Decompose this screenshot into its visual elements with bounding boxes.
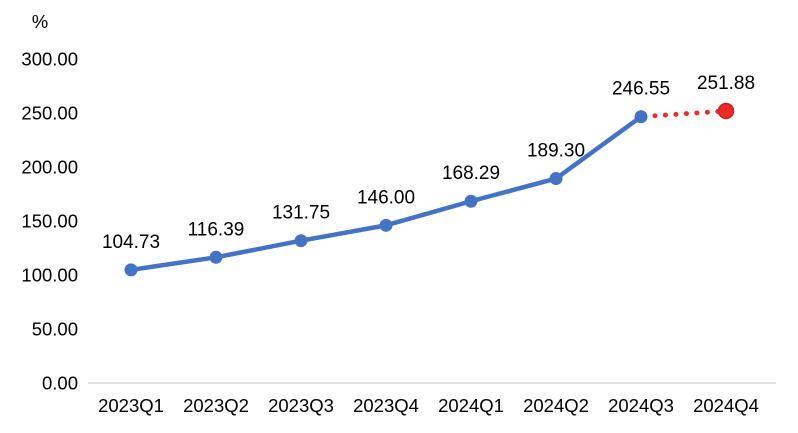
data-point-label: 116.39 [188,219,245,240]
data-point-label: 251.88 [697,73,755,94]
data-point-label: 131.75 [272,203,330,224]
data-point-label: 246.55 [612,79,670,100]
y-axis-tick-label: 250.00 [21,102,78,123]
x-axis-category-label: 2023Q4 [353,395,419,416]
y-axis-tick-label: 50.00 [32,318,78,339]
y-axis-tick-label: 0.00 [42,372,78,393]
y-axis-unit-label: % [32,11,48,32]
data-point-marker [634,110,648,124]
data-point-label: 189.30 [527,141,585,162]
y-axis-tick-label: 100.00 [21,264,78,285]
x-axis-category-label: 2023Q3 [268,395,334,416]
projection-end-marker [717,102,735,120]
data-point-marker [124,263,138,277]
y-axis-tick-label: 200.00 [21,156,78,177]
data-point-marker [294,234,308,248]
data-point-marker [209,250,223,264]
data-point-marker [549,172,563,186]
data-point-label: 146.00 [357,187,415,208]
y-axis-tick-label: 300.00 [21,48,78,69]
data-point-label: 104.73 [102,232,160,253]
x-axis-category-label: 2024Q3 [608,395,674,416]
x-axis-category-label: 2024Q2 [523,395,589,416]
x-axis-category-label: 2023Q2 [183,395,249,416]
x-axis-category-label: 2023Q1 [98,395,164,416]
x-axis-category-label: 2024Q1 [438,395,504,416]
data-point-label: 168.29 [442,163,500,184]
y-axis-tick-label: 150.00 [21,210,78,231]
data-point-marker [379,218,393,232]
data-point-marker [464,194,478,208]
x-axis-category-label: 2024Q4 [693,395,759,416]
projection-dotted-line [652,108,729,119]
